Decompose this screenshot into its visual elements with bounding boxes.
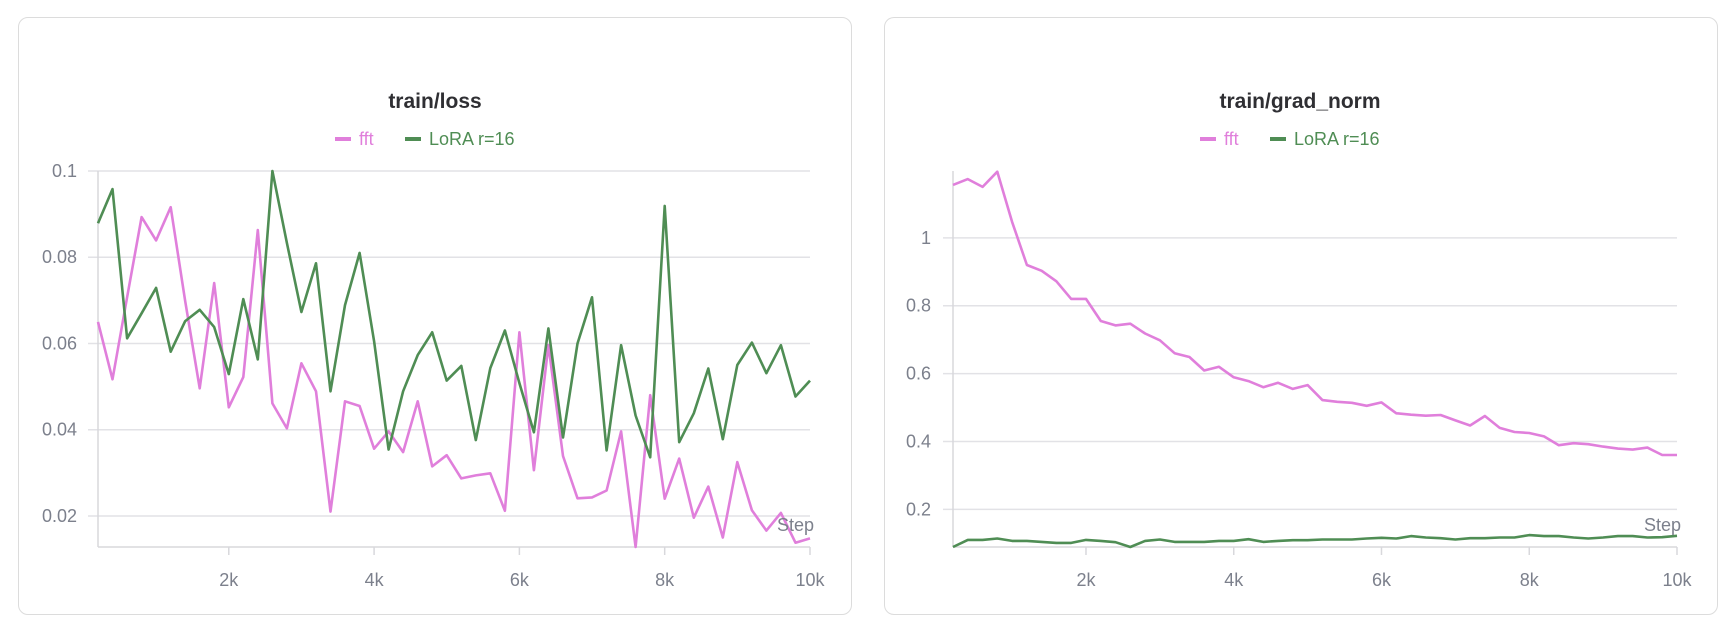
legend-label-fft: fft [359, 129, 374, 149]
x-tick-label: 2k [219, 570, 239, 590]
x-tick-label: 4k [1224, 570, 1244, 590]
y-tick-label: 0.2 [906, 499, 931, 519]
y-tick-label: 0.8 [906, 296, 931, 316]
y-tick-label: 0.1 [52, 161, 77, 181]
y-tick-label: 0.08 [42, 247, 77, 267]
y-tick-label: 0.6 [906, 364, 931, 384]
y-tick-label: 0.4 [906, 431, 931, 451]
series-line-fft [96, 205, 811, 549]
legend-label-lora: LoRA r=16 [1294, 129, 1380, 149]
legend-label-fft: fft [1224, 129, 1239, 149]
series-line-lora [96, 169, 811, 459]
series-line-lora [952, 533, 1678, 549]
legend-label-lora: LoRA r=16 [429, 129, 515, 149]
x-tick-label: 6k [1372, 570, 1392, 590]
y-tick-label: 0.04 [42, 420, 77, 440]
x-tick-label: 2k [1076, 570, 1096, 590]
y-tick-label: 0.02 [42, 506, 77, 526]
x-tick-label: 8k [1520, 570, 1540, 590]
x-axis-label: Step [777, 515, 814, 535]
x-tick-label: 10k [795, 570, 825, 590]
x-tick-label: 8k [655, 570, 675, 590]
x-tick-label: 10k [1662, 570, 1692, 590]
chart-title: train/grad_norm [1219, 90, 1380, 113]
x-tick-label: 4k [365, 570, 385, 590]
y-tick-label: 0.06 [42, 333, 77, 353]
chart-title: train/loss [388, 90, 481, 113]
y-tick-label: 1 [921, 228, 931, 248]
x-axis-label: Step [1644, 515, 1681, 535]
x-tick-label: 6k [510, 570, 530, 590]
train-grad-norm-panel [884, 17, 1718, 615]
series-line-fft [952, 170, 1677, 457]
